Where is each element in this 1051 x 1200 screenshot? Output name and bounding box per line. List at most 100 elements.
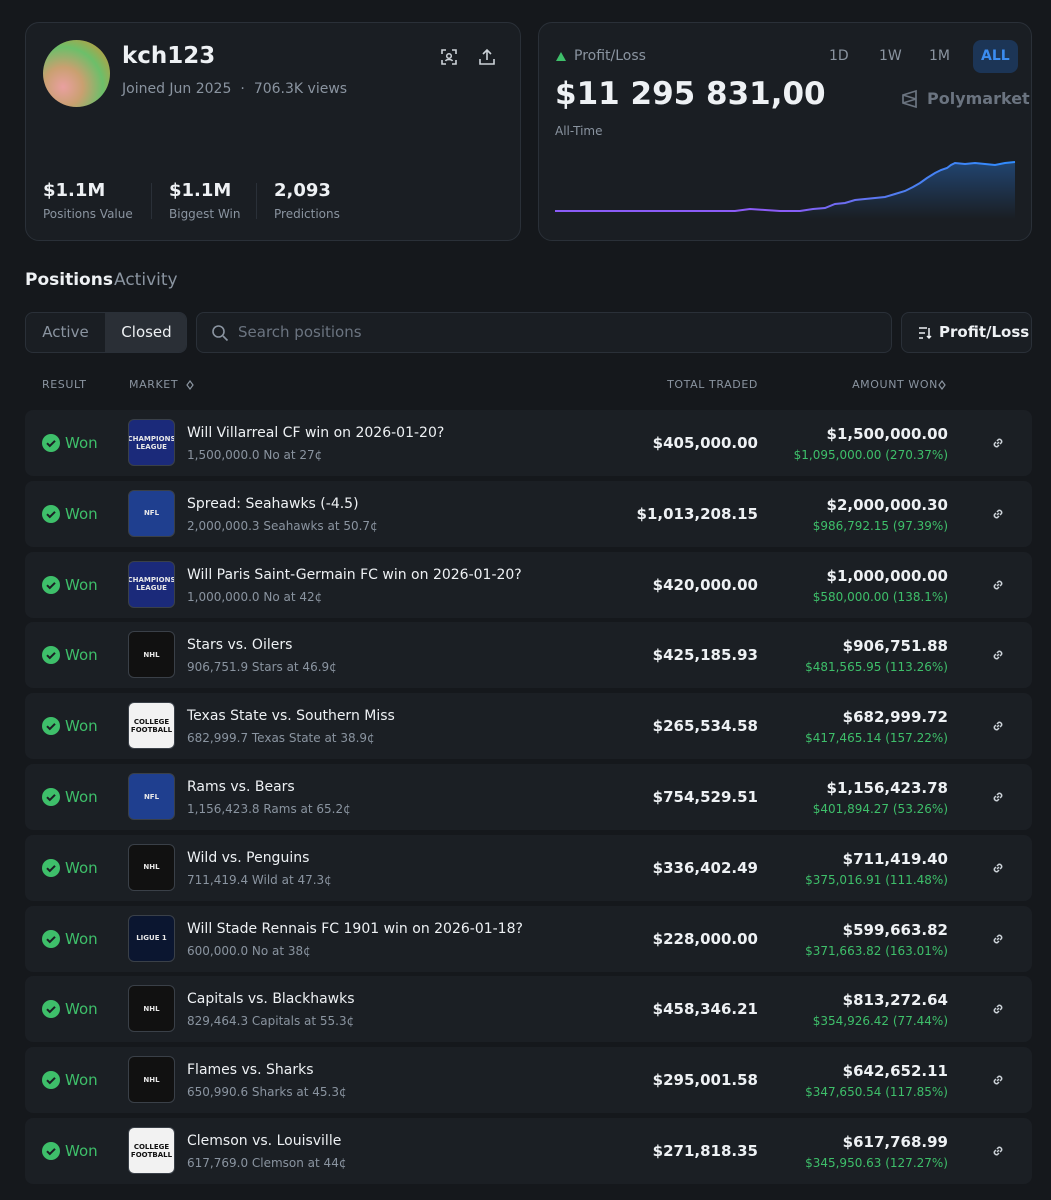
filter-active[interactable]: Active xyxy=(42,323,89,341)
position-row: Won COLLEGE FOOTBALL Clemson vs. Louisvill… xyxy=(25,1118,1032,1184)
tab-activity[interactable]: Activity xyxy=(114,270,178,290)
stat-value: 2,093 xyxy=(274,180,331,201)
amount-won: $682,999.72 xyxy=(842,708,948,727)
total-traded: $425,185.93 xyxy=(652,646,758,665)
share-icon[interactable] xyxy=(478,48,496,66)
tab-positions[interactable]: Positions xyxy=(25,270,113,290)
username: kch123 xyxy=(122,43,216,69)
market-icon: NHL xyxy=(128,985,175,1033)
market-detail: 600,000.0 No at 38¢ xyxy=(187,943,311,958)
range-button[interactable]: ALL xyxy=(973,40,1018,73)
position-row: Won NHL Stars vs. Oilers 906,751.9 Stars at… xyxy=(25,622,1032,689)
profit: $481,565.95 (113.26%) xyxy=(805,660,948,675)
total-traded: $458,346.21 xyxy=(652,1000,758,1019)
joined-date: Joined Jun 2025 xyxy=(122,81,232,97)
amount-won: $711,419.40 xyxy=(842,849,948,868)
joined: Joined Jun 2025 · 706.3K views xyxy=(122,81,348,97)
amount-won: $617,768.99 xyxy=(842,1133,948,1151)
header-market[interactable]: MARKET xyxy=(129,378,179,391)
result: Won xyxy=(65,575,98,594)
link-icon[interactable] xyxy=(991,648,1005,662)
link-icon[interactable] xyxy=(991,507,1005,521)
market-title: Rams vs. Bears xyxy=(187,779,295,795)
market-detail: 1,000,000.0 No at 42¢ xyxy=(187,589,323,604)
market-icon-label: NHL xyxy=(143,863,160,872)
market-title: Stars vs. Oilers xyxy=(187,637,293,654)
market-icon: NHL xyxy=(128,631,175,679)
link-icon[interactable] xyxy=(991,436,1005,450)
market-title: Will Villarreal CF win on 2026-01-20? xyxy=(187,425,445,441)
amount-won: $813,272.64 xyxy=(842,991,948,1010)
profile-card: kch123 Joined Jun 2025 · 706.3K views $1.1… xyxy=(25,22,521,241)
link-icon[interactable] xyxy=(991,1144,1005,1158)
range-button[interactable]: 1D xyxy=(829,48,849,64)
position-row: Won NHL Capitals vs. Blackhawks 829,464.3 C… xyxy=(25,976,1032,1043)
sort-label: Profit/Loss xyxy=(939,323,1030,341)
market-detail: 1,500,000.0 No at 27¢ xyxy=(187,448,323,462)
won-icon xyxy=(42,929,60,948)
amount-won: $642,652.11 xyxy=(842,1062,948,1081)
stat-divider xyxy=(256,183,257,219)
scan-icon[interactable] xyxy=(440,48,458,66)
market-detail: 682,999.7 Texas State at 38.9¢ xyxy=(187,731,375,746)
result: Won xyxy=(65,1142,98,1160)
won-icon xyxy=(42,858,60,877)
amount-sort-icon xyxy=(938,380,946,390)
search-box[interactable]: Search positions xyxy=(196,312,892,353)
profit: $417,465.14 (157.22%) xyxy=(805,731,948,746)
pnl-amount: $11 295 831,00 xyxy=(555,76,826,112)
link-icon[interactable] xyxy=(991,790,1005,804)
position-row: Won NFL Spread: Seahawks (-4.5) 2,000,000.3… xyxy=(25,480,1032,547)
amount-won: $1,000,000.00 xyxy=(826,566,948,585)
market-icon-label: NHL xyxy=(143,1004,160,1013)
filter-closed[interactable]: Closed xyxy=(105,313,186,352)
market-icon-label: CHAMPIONS LEAGUE xyxy=(128,576,175,593)
market-detail: 711,419.4 Wild at 47.3¢ xyxy=(187,872,332,887)
header-amount-won[interactable]: AMOUNT WON xyxy=(852,378,938,391)
header-result: RESULT xyxy=(42,378,87,391)
sort-button[interactable]: Profit/Loss xyxy=(901,312,1032,353)
position-row: Won NFL Rams vs. Bears 1,156,423.8 Rams at … xyxy=(25,764,1032,830)
total-traded: $1,013,208.15 xyxy=(636,504,758,523)
link-icon[interactable] xyxy=(991,932,1005,946)
link-icon[interactable] xyxy=(991,578,1005,592)
polymarket-logo xyxy=(902,89,917,109)
market-icon: COLLEGE FOOTBALL xyxy=(128,1127,175,1174)
market-icon-label: LIGUE 1 xyxy=(136,934,167,943)
market-icon: NFL xyxy=(128,489,175,537)
position-row: Won COLLEGE FOOTBALL Texas State vs. South… xyxy=(25,693,1032,760)
profit: $401,894.27 (53.26%) xyxy=(812,802,948,816)
market-title: Wild vs. Penguins xyxy=(187,849,310,866)
result: Won xyxy=(65,929,98,948)
won-icon xyxy=(42,1142,60,1160)
position-row: Won LIGUE 1 Will Stade Rennais FC 1901 win… xyxy=(25,905,1032,972)
position-row: Won CHAMPIONS LEAGUE Will Paris Saint-Germ… xyxy=(25,551,1032,618)
market-detail: 829,464.3 Capitals at 55.3¢ xyxy=(187,1014,355,1029)
link-icon[interactable] xyxy=(991,1002,1005,1016)
total-traded: $295,001.58 xyxy=(652,1071,758,1090)
pnl-sparkline xyxy=(555,161,1016,219)
result: Won xyxy=(65,434,98,452)
market-detail: 650,990.6 Sharks at 45.3¢ xyxy=(187,1085,347,1100)
stat-value: $1.1M xyxy=(169,180,232,201)
market-icon: CHAMPIONS LEAGUE xyxy=(128,560,175,608)
total-traded: $271,818.35 xyxy=(652,1142,758,1160)
range-button[interactable]: 1M xyxy=(929,48,950,64)
market-icon-label: COLLEGE FOOTBALL xyxy=(130,1142,173,1159)
views: 706.3K views xyxy=(253,81,348,97)
amount-won: $1,500,000.00 xyxy=(826,425,948,443)
link-icon[interactable] xyxy=(991,1073,1005,1087)
market-detail: 1,156,423.8 Rams at 65.2¢ xyxy=(187,802,351,816)
link-icon[interactable] xyxy=(991,719,1005,733)
market-title: Texas State vs. Southern Miss xyxy=(187,708,395,725)
stat-label: Predictions xyxy=(274,207,340,221)
market-icon-label: NFL xyxy=(143,792,160,801)
amount-won: $906,751.88 xyxy=(842,637,948,656)
range-button[interactable]: 1W xyxy=(879,48,902,64)
won-icon xyxy=(42,504,60,523)
avatar xyxy=(43,40,110,107)
market-icon-label: CHAMPIONS LEAGUE xyxy=(128,434,175,451)
link-icon[interactable] xyxy=(991,861,1005,875)
